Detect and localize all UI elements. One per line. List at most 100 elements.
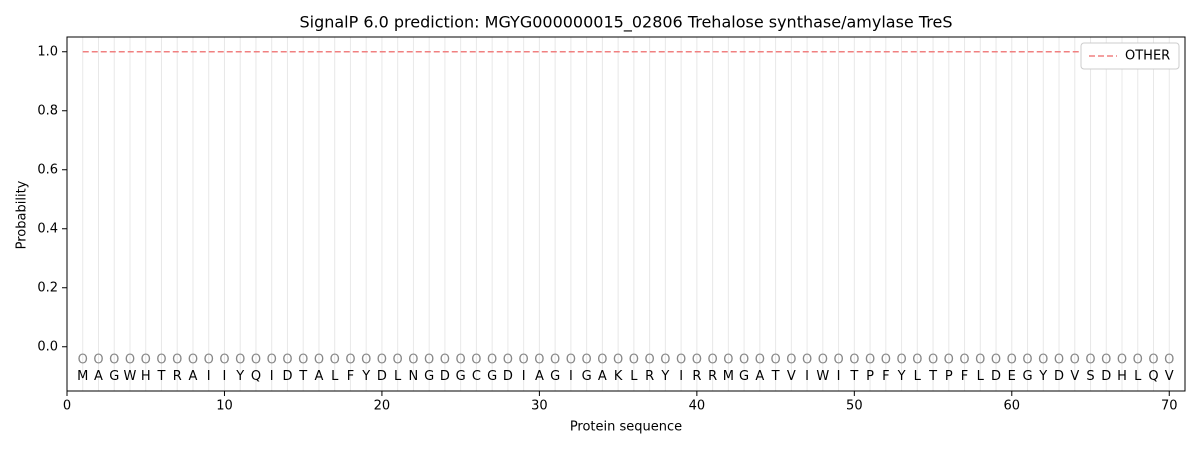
predicted-label: O bbox=[393, 353, 403, 368]
residue-label: E bbox=[1008, 369, 1016, 384]
chart-title: SignalP 6.0 prediction: MGYG000000015_02… bbox=[299, 13, 952, 33]
legend-label: OTHER bbox=[1125, 49, 1170, 64]
x-tick-label: 10 bbox=[216, 399, 233, 414]
x-tick-label: 0 bbox=[63, 399, 71, 414]
predicted-label: O bbox=[330, 353, 340, 368]
residue-label: L bbox=[394, 369, 402, 384]
residue-label: L bbox=[630, 369, 638, 384]
predicted-label: O bbox=[408, 353, 418, 368]
predicted-label: O bbox=[818, 353, 828, 368]
residue-label: I bbox=[805, 369, 809, 384]
predicted-label: O bbox=[896, 353, 906, 368]
residue-label: L bbox=[914, 369, 922, 384]
predicted-label: O bbox=[1054, 353, 1064, 368]
residue-label: H bbox=[1117, 369, 1127, 384]
residue-label: R bbox=[173, 369, 182, 384]
residue-label: I bbox=[679, 369, 683, 384]
predicted-label: O bbox=[849, 353, 859, 368]
predicted-label: O bbox=[1022, 353, 1032, 368]
predicted-label: O bbox=[235, 353, 245, 368]
residue-label: C bbox=[472, 369, 481, 384]
residue-label: D bbox=[503, 369, 513, 384]
residue-label: F bbox=[347, 369, 354, 384]
residue-label: A bbox=[189, 369, 198, 384]
residue-label: W bbox=[124, 369, 137, 384]
residue-label: D bbox=[440, 369, 450, 384]
predicted-label: O bbox=[959, 353, 969, 368]
predicted-label: O bbox=[125, 353, 135, 368]
predicted-label: O bbox=[613, 353, 623, 368]
predicted-label: O bbox=[188, 353, 198, 368]
x-tick-label: 50 bbox=[846, 399, 863, 414]
predicted-label: O bbox=[219, 353, 229, 368]
residue-label: M bbox=[77, 369, 88, 384]
predicted-label: O bbox=[739, 353, 749, 368]
predicted-label: O bbox=[865, 353, 875, 368]
residue-label: L bbox=[331, 369, 339, 384]
residue-label: A bbox=[755, 369, 764, 384]
predicted-label: O bbox=[282, 353, 292, 368]
predicted-label: O bbox=[267, 353, 277, 368]
residue-label: G bbox=[109, 369, 119, 384]
residue-label: G bbox=[487, 369, 497, 384]
residue-label: G bbox=[1022, 369, 1032, 384]
residue-label: Y bbox=[660, 369, 669, 384]
predicted-label: O bbox=[1164, 353, 1174, 368]
predicted-label: O bbox=[109, 353, 119, 368]
residue-label: T bbox=[771, 369, 780, 384]
predicted-label: O bbox=[645, 353, 655, 368]
predicted-label: O bbox=[471, 353, 481, 368]
residue-label: Q bbox=[1148, 369, 1158, 384]
residue-label: Q bbox=[251, 369, 261, 384]
residue-label: T bbox=[157, 369, 166, 384]
residue-label: D bbox=[377, 369, 387, 384]
residue-label: K bbox=[614, 369, 623, 384]
residue-label: D bbox=[282, 369, 292, 384]
residue-label: A bbox=[535, 369, 544, 384]
residue-label: F bbox=[961, 369, 968, 384]
residue-label: I bbox=[569, 369, 573, 384]
y-tick-label: 0.2 bbox=[37, 280, 58, 295]
predicted-label: O bbox=[597, 353, 607, 368]
residue-label: I bbox=[223, 369, 227, 384]
predicted-label: O bbox=[298, 353, 308, 368]
residue-label: D bbox=[1101, 369, 1111, 384]
predicted-label: O bbox=[1101, 353, 1111, 368]
predicted-label: O bbox=[172, 353, 182, 368]
residue-label: Y bbox=[361, 369, 370, 384]
predicted-label: O bbox=[975, 353, 985, 368]
predicted-label: O bbox=[912, 353, 922, 368]
predicted-label: O bbox=[204, 353, 214, 368]
x-axis-label: Protein sequence bbox=[570, 420, 682, 435]
residue-label: I bbox=[837, 369, 841, 384]
predicted-label: O bbox=[1085, 353, 1095, 368]
residue-label: R bbox=[692, 369, 701, 384]
predicted-label: O bbox=[141, 353, 151, 368]
y-tick-label: 0.4 bbox=[37, 221, 58, 236]
residue-label: T bbox=[928, 369, 937, 384]
y-axis-label: Probability bbox=[15, 180, 30, 249]
predicted-label: O bbox=[503, 353, 513, 368]
predicted-label: O bbox=[991, 353, 1001, 368]
x-tick-label: 30 bbox=[531, 399, 548, 414]
residue-label: G bbox=[456, 369, 466, 384]
predicted-label: O bbox=[345, 353, 355, 368]
residue-label: Y bbox=[1038, 369, 1047, 384]
predicted-label: O bbox=[487, 353, 497, 368]
predicted-label: O bbox=[881, 353, 891, 368]
predicted-label: O bbox=[78, 353, 88, 368]
predicted-label: O bbox=[692, 353, 702, 368]
predicted-label: O bbox=[566, 353, 576, 368]
predicted-label: O bbox=[440, 353, 450, 368]
residue-label: I bbox=[522, 369, 526, 384]
predicted-label: O bbox=[1070, 353, 1080, 368]
residue-label: G bbox=[550, 369, 560, 384]
predicted-label: O bbox=[377, 353, 387, 368]
predicted-label: O bbox=[519, 353, 529, 368]
predicted-label: O bbox=[723, 353, 733, 368]
predicted-label: O bbox=[770, 353, 780, 368]
predicted-label: O bbox=[582, 353, 592, 368]
predicted-label: O bbox=[629, 353, 639, 368]
